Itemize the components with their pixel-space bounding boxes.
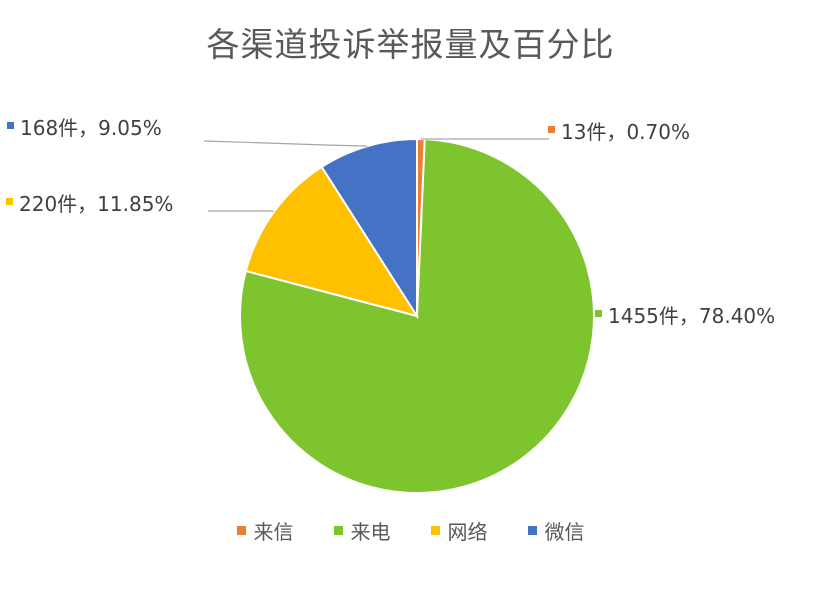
legend-label: 来电 xyxy=(350,520,391,544)
legend-label: 网络 xyxy=(447,520,488,544)
legend-item-wangluo: 网络 xyxy=(430,516,488,545)
legend-swatch xyxy=(333,526,343,535)
legend-label: 微信 xyxy=(544,520,585,544)
data-label-3: 168件，9.05% xyxy=(20,116,162,140)
chart-legend: 来信 来电 网络 微信 xyxy=(0,516,821,545)
data-label-2: 220件，11.85% xyxy=(19,192,173,216)
data-label-1: 1455件，78.40% xyxy=(608,304,775,328)
data-label-swatch-0 xyxy=(548,126,555,133)
data-label-0: 13件，0.70% xyxy=(561,120,690,144)
legend-swatch xyxy=(430,526,440,535)
legend-item-weixin: 微信 xyxy=(527,516,585,545)
data-label-swatch-2 xyxy=(6,198,13,205)
legend-swatch xyxy=(236,526,246,535)
legend-item-laixin: 来信 xyxy=(236,516,294,545)
data-label-swatch-1 xyxy=(595,310,602,317)
data-label-swatch-3 xyxy=(7,122,14,129)
chart-title: 各渠道投诉举报量及百分比 xyxy=(206,25,615,64)
legend-item-laidian: 来电 xyxy=(333,516,391,545)
legend-label: 来信 xyxy=(253,520,294,544)
leader-line-2 xyxy=(208,210,275,213)
leader-line-3 xyxy=(203,140,368,147)
legend-swatch xyxy=(527,526,537,535)
